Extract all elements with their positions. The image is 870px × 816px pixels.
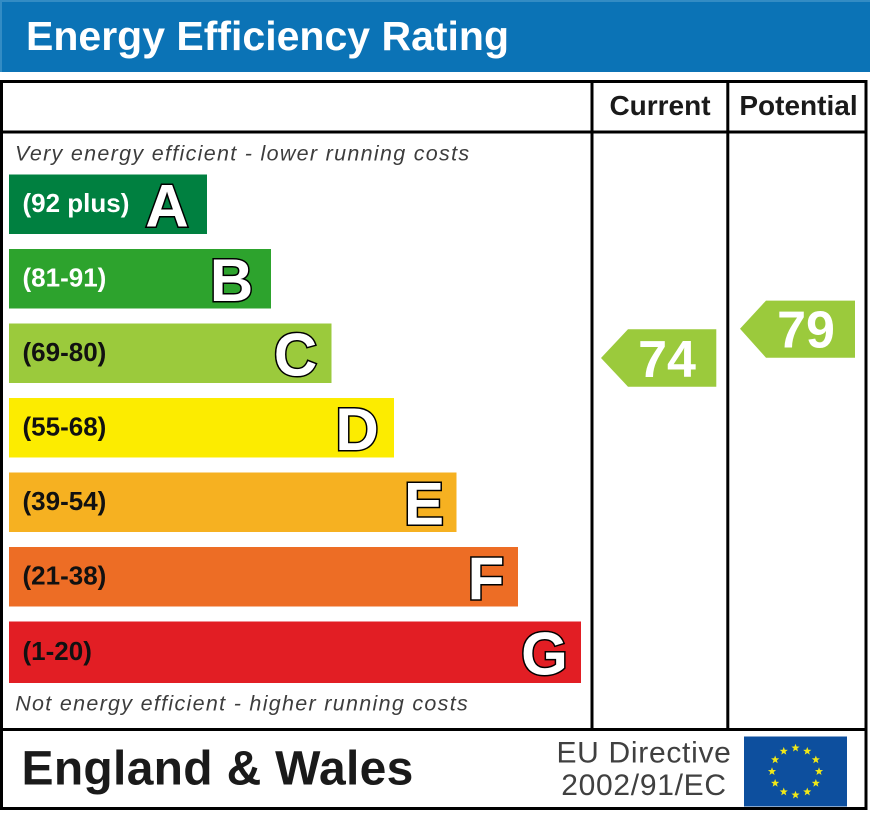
svg-text:79: 79 — [777, 302, 835, 360]
svg-text:(55-68): (55-68) — [23, 411, 107, 441]
svg-text:England & Wales: England & Wales — [22, 743, 414, 796]
svg-text:74: 74 — [638, 331, 696, 389]
svg-text:C: C — [274, 321, 317, 388]
svg-text:Potential: Potential — [739, 90, 857, 121]
svg-text:Very energy efficient - lower: Very energy efficient - lower running co… — [15, 142, 470, 166]
svg-text:A: A — [145, 172, 188, 239]
svg-text:(39-54): (39-54) — [23, 486, 107, 516]
svg-text:2002/91/EC: 2002/91/EC — [561, 769, 726, 802]
svg-text:(92 plus): (92 plus) — [23, 188, 130, 218]
svg-text:(21-38): (21-38) — [23, 560, 107, 590]
svg-text:B: B — [210, 247, 253, 314]
svg-text:Not energy efficient - higher: Not energy efficient - higher running co… — [15, 692, 469, 716]
svg-text:(81-91): (81-91) — [23, 262, 107, 292]
svg-text:D: D — [335, 396, 378, 463]
svg-text:E: E — [404, 470, 444, 537]
svg-text:(69-80): (69-80) — [23, 337, 107, 367]
svg-text:EU Directive: EU Directive — [556, 737, 731, 770]
svg-text:F: F — [468, 545, 505, 612]
svg-text:Current: Current — [609, 90, 710, 121]
svg-text:(1-20): (1-20) — [23, 636, 92, 666]
svg-text:Energy Efficiency Rating: Energy Efficiency Rating — [26, 13, 509, 59]
svg-text:G: G — [521, 620, 568, 687]
